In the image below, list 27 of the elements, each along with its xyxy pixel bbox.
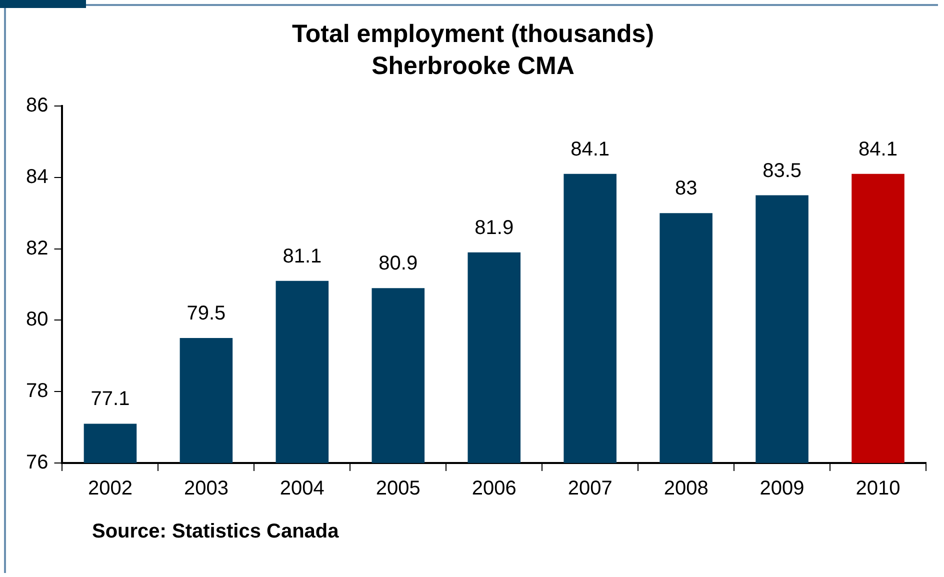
data-label: 81.9 xyxy=(474,216,514,239)
x-tick-label: 2004 xyxy=(280,478,324,500)
source-note: Source: Statistics Canada xyxy=(92,520,340,543)
y-tick-label: 84 xyxy=(26,166,48,188)
x-tick-label: 2010 xyxy=(856,478,900,500)
data-label: 80.9 xyxy=(378,252,418,275)
data-label: 84.1 xyxy=(570,138,610,160)
y-tick-label: 78 xyxy=(26,380,48,402)
x-tick-label: 2009 xyxy=(760,478,804,500)
data-label: 81.1 xyxy=(282,245,322,268)
y-tick-label: 86 xyxy=(26,94,48,117)
data-label: 83 xyxy=(674,178,698,200)
data-label: 84.1 xyxy=(858,138,898,160)
chart-subtitle: Sherbrooke CMA xyxy=(372,52,574,80)
y-tick-label: 80 xyxy=(26,308,48,331)
data-label: 77.1 xyxy=(90,388,130,410)
x-tick-label: 2002 xyxy=(88,478,132,500)
x-tick-label: 2008 xyxy=(664,478,708,500)
x-tick-label: 2005 xyxy=(376,478,420,500)
y-tick-label: 82 xyxy=(26,237,48,260)
data-label: 83.5 xyxy=(762,160,802,182)
chart-title: Total employment (thousands) xyxy=(292,20,654,48)
x-tick-label: 2007 xyxy=(568,478,612,500)
y-tick-label: 76 xyxy=(26,452,48,474)
x-tick-label: 2003 xyxy=(184,478,228,500)
x-tick-label: 2006 xyxy=(472,478,516,500)
data-label: 79.5 xyxy=(186,302,226,325)
